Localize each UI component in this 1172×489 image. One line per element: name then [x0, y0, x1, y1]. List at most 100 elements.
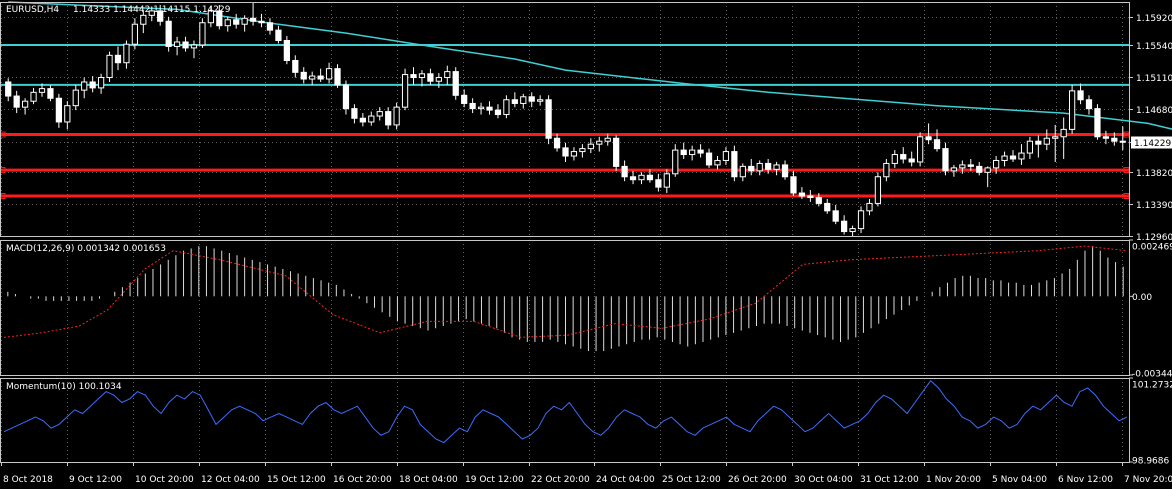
candle-bear — [621, 165, 628, 178]
momentum-line — [3, 379, 1128, 444]
x-tick-label: 26 Oct 20:00 — [728, 475, 787, 485]
candle-bull — [140, 14, 147, 25]
candle-bear — [900, 154, 907, 160]
candle-bear — [824, 202, 831, 212]
candle-bear — [216, 10, 223, 27]
candle-bull — [756, 162, 763, 172]
y-tick-label: 1.15110 — [1136, 74, 1172, 84]
candle-bull — [368, 115, 375, 123]
y-tick-label: 1.13820 — [1136, 169, 1172, 179]
candle-bull — [131, 23, 138, 45]
ohlc-label: 1.14333 1.14442 1.14115 1.14229 — [73, 5, 231, 15]
candle-bear — [553, 137, 561, 149]
candle-bull — [207, 10, 214, 24]
candle-bull — [663, 173, 670, 188]
candle-bull — [520, 96, 527, 104]
candle-bear — [461, 94, 468, 104]
candle-bull — [857, 210, 865, 230]
candle-bear — [5, 81, 12, 97]
candle-bull — [199, 22, 206, 46]
candle-bear — [317, 75, 324, 80]
x-tick-label: 15 Oct 12:00 — [267, 475, 326, 485]
x-tick-label: 22 Oct 20:00 — [531, 475, 590, 485]
y-tick-label: 1.13390 — [1136, 201, 1172, 211]
candle-bull — [722, 151, 730, 161]
candle-bull — [537, 99, 544, 102]
candle-bear — [1111, 137, 1118, 142]
candle-bull — [418, 73, 426, 79]
candle-bull — [376, 111, 383, 117]
macd-tick-label: 0.002469 — [1132, 243, 1172, 253]
x-tick-label: 9 Oct 12:00 — [69, 475, 122, 485]
candle-bull — [81, 81, 88, 91]
candle-bear — [385, 111, 392, 126]
x-tick-label: 8 Oct 2018 — [3, 475, 53, 485]
candle-bear — [798, 192, 806, 197]
candle-bull — [148, 10, 155, 16]
panel-frames — [0, 2, 1130, 463]
candle-bull — [224, 19, 231, 27]
symbol-label: EURUSD,H4 — [6, 5, 59, 15]
candle-bear — [47, 88, 54, 99]
candle-bull — [503, 99, 510, 116]
x-tick-label: 6 Nov 12:00 — [1058, 475, 1113, 485]
candle-bull — [993, 159, 1000, 169]
x-tick-label: 19 Oct 12:00 — [465, 475, 524, 485]
candle-bull — [64, 105, 71, 123]
candle-bear — [283, 40, 290, 61]
candle-bear — [790, 176, 797, 194]
y-tick-label: 1.12960 — [1136, 233, 1172, 243]
momentum-tick-label: 101.2732 — [1132, 381, 1172, 391]
macd-label: MACD(12,26,9) 0.001342 0.001653 — [6, 244, 166, 254]
candle-bear — [815, 196, 822, 204]
candle-bear — [908, 158, 915, 163]
candle-bull — [173, 41, 181, 47]
candle-bear — [157, 10, 164, 22]
candle-bull — [579, 148, 586, 153]
candle-bull — [672, 149, 679, 175]
candle-bull — [325, 68, 333, 80]
x-tick-label: 5 Nov 04:00 — [992, 475, 1047, 485]
x-tick-label: 16 Oct 20:00 — [333, 475, 392, 485]
candle-bull — [435, 77, 442, 82]
candle-bear — [300, 71, 307, 80]
candle-bull — [917, 136, 924, 163]
candle-bear — [469, 102, 476, 110]
moving-average — [8, 1, 1172, 130]
y-tick-label: 1.15540 — [1136, 42, 1172, 52]
candle-bull — [849, 228, 856, 233]
grid — [0, 2, 1129, 462]
candle-bear — [646, 174, 654, 181]
candle-bear — [832, 210, 839, 222]
candle-bear — [1035, 140, 1042, 145]
candle-bear — [427, 73, 434, 82]
x-tick-label: 30 Oct 04:00 — [794, 475, 853, 485]
candle-bull — [72, 89, 79, 107]
candle-bull — [309, 75, 316, 80]
candle-bear — [765, 162, 772, 170]
candle-bear — [266, 22, 274, 31]
candle-bull — [959, 164, 966, 169]
candle-bear — [233, 19, 240, 25]
candle-bear — [807, 195, 814, 198]
x-tick-label: 24 Oct 04:00 — [596, 475, 655, 485]
x-tick-label: 25 Oct 12:00 — [662, 475, 721, 485]
candle-bull — [241, 17, 248, 25]
candle-bull — [773, 164, 780, 170]
candle-bear — [841, 220, 848, 233]
candle-bear — [562, 147, 569, 157]
candle-bull — [950, 167, 958, 172]
candle-bear — [1085, 99, 1093, 110]
candle-bear — [1094, 108, 1101, 138]
candle-bull — [106, 54, 113, 79]
candle-bull — [1068, 90, 1076, 130]
horizontal-levels[interactable] — [0, 43, 1130, 200]
x-tick-label: 18 Oct 04:00 — [399, 475, 458, 485]
candle-bear — [342, 84, 350, 110]
panel-frame-0 — [0, 2, 1130, 237]
x-tick-label: 10 Oct 20:00 — [135, 475, 194, 485]
macd-tick-label: -0.003449 — [1132, 370, 1172, 380]
panel-frame-1 — [0, 240, 1130, 376]
candle-bull — [477, 106, 485, 110]
